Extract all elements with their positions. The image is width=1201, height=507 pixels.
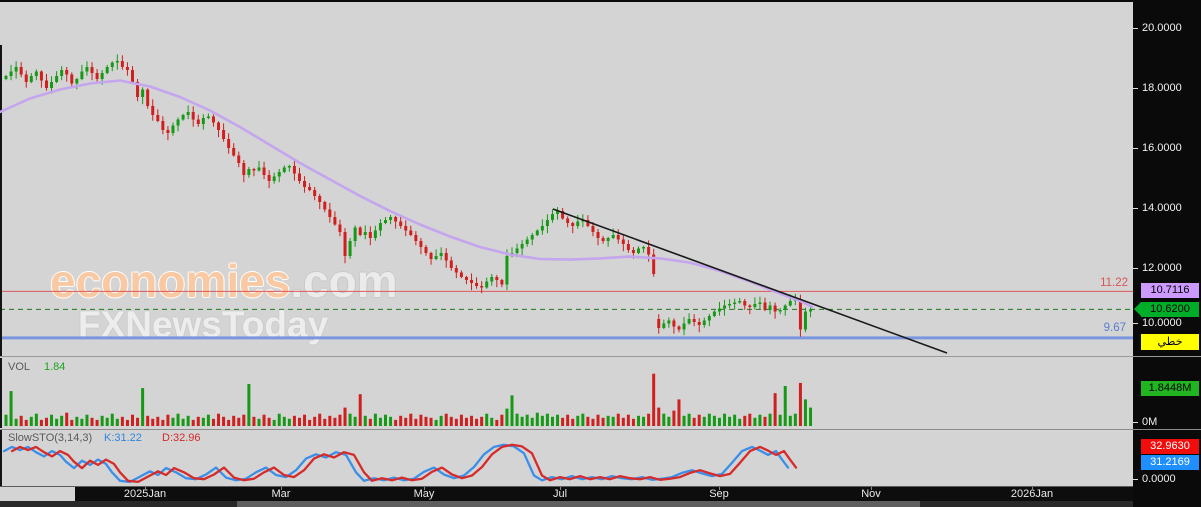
x-tick: [560, 487, 561, 490]
chart-canvas[interactable]: [0, 0, 1133, 507]
resistance-line-label: 11.22: [1100, 277, 1128, 289]
x-label-2026jan: 2026Jan: [1010, 488, 1054, 500]
support-line-label: 9.67: [1103, 322, 1126, 334]
pane-separator-price-volume: [0, 356, 1201, 357]
moving-average-line: [0, 79, 814, 309]
stochastic-zero-tick: 0.0000: [1133, 472, 1201, 486]
x-tick: [871, 487, 872, 490]
volume-zero-tick: 0M: [1133, 415, 1201, 429]
price-tick-14: 14.0000: [1133, 201, 1201, 215]
x-tick: [719, 487, 720, 490]
volume-bars-layer: [4, 373, 813, 427]
stochastic-k-line: [2, 443, 790, 484]
watermark-brand-suffix: .com: [290, 255, 398, 307]
last-price-badge: 10.6200: [1134, 302, 1199, 317]
watermark-brand: economies.com: [50, 258, 398, 304]
pane-separator-stochastic-axis: [0, 486, 1133, 487]
x-label-sep: Sep: [709, 488, 729, 500]
x-label-nov: Nov: [861, 488, 881, 500]
stochastic-d-value: D:32.96: [162, 432, 201, 444]
price-tick-10: 10.0000: [1133, 316, 1201, 330]
volume-pane-label: VOL: [8, 361, 31, 373]
stochastic-d-badge: 32.9630: [1141, 439, 1199, 454]
volume-value-badge: 1.8448M: [1141, 381, 1199, 396]
price-tick-16: 16.0000: [1133, 141, 1201, 155]
pane-separator-volume-stochastic: [0, 429, 1201, 430]
price-tick-20: 20.0000: [1133, 21, 1201, 35]
horizontal-scrollbar-track[interactable]: [0, 501, 1133, 507]
x-tick: [145, 487, 146, 490]
horizontal-scrollbar-thumb[interactable]: [237, 501, 920, 507]
price-tick-18: 18.0000: [1133, 81, 1201, 95]
price-tick-12: 12.0000: [1133, 261, 1201, 275]
price-axis-panel[interactable]: 20.0000 18.0000 16.0000 14.0000 12.0000 …: [1133, 0, 1201, 507]
candles-layer: [4, 54, 813, 337]
scale-type-badge[interactable]: خطي: [1141, 334, 1199, 350]
x-label-mar: Mar: [271, 488, 291, 500]
volume-current-value: 1.84: [44, 361, 66, 373]
chart-plot-area[interactable]: economies.com FXNewsToday VOL 1.84 SlowS…: [0, 0, 1133, 507]
stochastic-k-value: K:31.22: [104, 432, 142, 444]
x-label-jul: Jul: [552, 488, 568, 500]
x-tick: [1032, 487, 1033, 490]
window-top-border: [0, 0, 1201, 2]
stochastic-k-badge: 31.2169: [1141, 455, 1199, 470]
x-tick: [281, 487, 282, 490]
x-label-may: May: [413, 488, 435, 500]
stochastic-pane-label: SlowSTO(3,14,3): [8, 432, 93, 444]
stochastic-d-line: [10, 443, 798, 484]
x-tick: [424, 487, 425, 490]
watermark-brand-main: economies: [50, 255, 291, 307]
time-axis[interactable]: 2025Jan Mar May Jul Sep Nov 2026Jan: [75, 487, 1133, 501]
trendline: [552, 208, 948, 354]
ma-value-badge: 10.7116: [1141, 283, 1199, 298]
x-label-2025jan: 2025Jan: [123, 488, 167, 500]
